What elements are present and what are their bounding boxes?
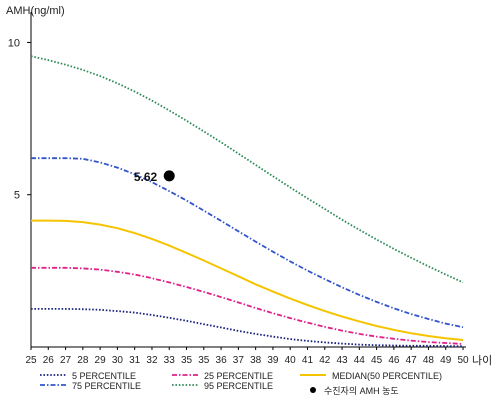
x-tick-label: 43	[336, 355, 348, 366]
series-line-5-percentile	[31, 307, 463, 348]
legend-label-75-percentile: 75 PERCENTILE	[72, 381, 141, 391]
x-tick-label: 41	[302, 355, 314, 366]
x-tick-label: 31	[129, 355, 141, 366]
x-tick-label: 30	[112, 355, 124, 366]
x-tick-label: 39	[267, 355, 279, 366]
series-line-75-percentile	[31, 157, 464, 329]
x-tick-label: 40	[285, 355, 297, 366]
x-tick-label: 48	[423, 355, 435, 366]
x-tick-label: 45	[371, 355, 383, 366]
series-line-25-percentile	[31, 266, 464, 345]
legend-label-5-percentile: 5 PERCENTILE	[72, 371, 136, 381]
x-tick-label: 25	[25, 355, 37, 366]
legend-swatch-patient-amh	[310, 387, 316, 393]
y-tick-label: 10	[8, 37, 20, 49]
legend-label-25-percentile: 25 PERCENTILE	[204, 371, 273, 381]
x-tick-label: 27	[60, 355, 72, 366]
x-tick-label: 35	[181, 355, 193, 366]
patient-amh-point	[163, 170, 175, 182]
marker-layer: 5.62	[134, 170, 175, 184]
series-line-median-50-percentile	[31, 219, 464, 341]
legend-label-median-50-percentile: MEDIAN(50 PERCENTILE)	[332, 371, 442, 381]
patient-amh-value-label: 5.62	[134, 170, 158, 184]
x-tick-label: 47	[406, 355, 418, 366]
x-tick-label: 44	[354, 355, 366, 366]
y-tick-label: 5	[14, 190, 20, 202]
x-tick-label: 49	[440, 355, 452, 366]
x-tick-label: 32	[146, 355, 158, 366]
x-tick-label: 38	[250, 355, 262, 366]
series-line-95-percentile	[30, 55, 464, 284]
x-tick-label: 46	[388, 355, 400, 366]
series-layer	[30, 55, 464, 348]
x-tick-label: 35	[198, 355, 210, 366]
axes: 5 10 25 26 27 28 29 30 31 32 33 35 35 36 37 38 39 40 41 42 4…	[8, 12, 469, 366]
x-tick-label: 50	[457, 355, 469, 366]
x-tick-label: 26	[43, 355, 55, 366]
legend-label-95-percentile: 95 PERCENTILE	[204, 381, 273, 391]
x-tick-label: 29	[95, 355, 107, 366]
x-tick-label: 42	[319, 355, 331, 366]
y-axis-label: AMH(ng/ml)	[6, 5, 65, 17]
x-tick-label: 28	[77, 355, 89, 366]
x-axis-label: 나이	[472, 354, 492, 367]
legend: 5 PERCENTILE 25 PERCENTILE MEDIAN(50 PERCE…	[40, 371, 442, 396]
legend-label-patient-amh: 수진자의 AMH 농도	[324, 386, 399, 396]
x-tick-label: 37	[233, 355, 245, 366]
x-tick-label: 33	[164, 355, 176, 366]
x-tick-label: 36	[216, 355, 228, 366]
